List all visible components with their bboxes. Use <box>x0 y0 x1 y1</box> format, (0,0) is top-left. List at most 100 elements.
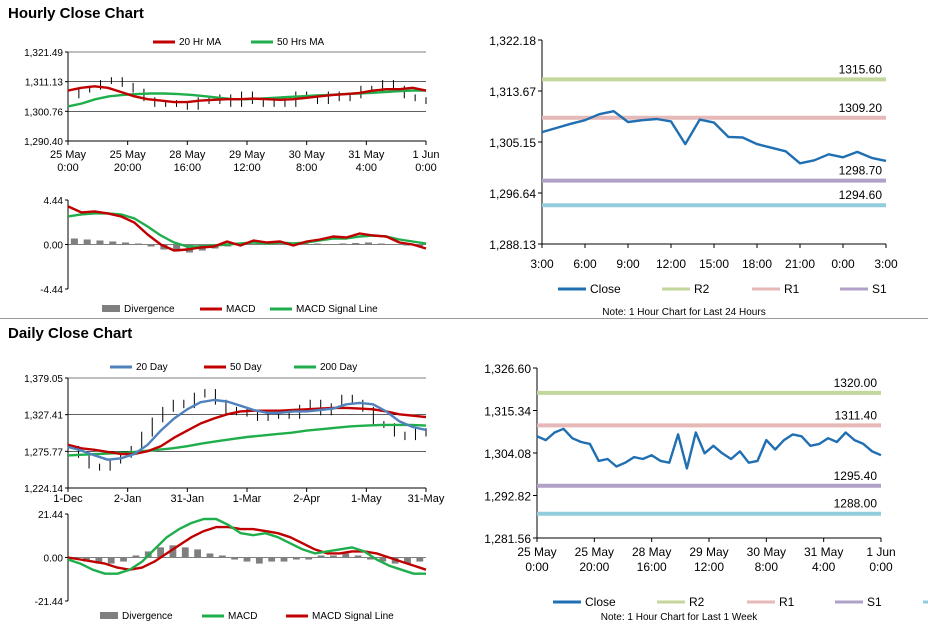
hourly-price-x-tick-label: 16:00 <box>174 162 202 174</box>
daily-macd-divergence-bar <box>404 557 411 564</box>
daily-close-level-r2-label: 1320.00 <box>834 376 878 390</box>
daily-price-x-tick-label: 1-Dec <box>53 493 83 505</box>
daily-macd-divergence-bar <box>367 557 374 560</box>
hourly-close-note: Note: 1 Hour Chart for Last 24 Hours <box>602 307 765 318</box>
daily-price-x-tick-label: 1-Mar <box>233 493 262 505</box>
daily-close-x-tick-label: 30 May <box>747 545 786 559</box>
daily-macd-divergence-bar <box>95 557 103 564</box>
daily-macd-divergence-bar <box>379 557 387 562</box>
hourly-macd-line <box>67 205 427 252</box>
daily-close-note: Note: 1 Hour Chart for Last 1 Week <box>601 612 759 623</box>
hourly-macd-y-tick-label: 0.00 <box>44 241 64 252</box>
hourly-macd-legend-label: Divergence <box>124 304 175 315</box>
hourly-macd-divergence-bar <box>83 239 91 245</box>
daily-close-y-tick-label: 1,304.08 <box>484 447 531 461</box>
daily-macd-divergence-bar <box>157 547 164 558</box>
hourly-price-x-tick-label: 31 May <box>348 149 385 161</box>
daily-macd-legend-swatch <box>100 612 118 619</box>
hourly-macd-divergence-bar <box>249 243 257 245</box>
daily-close-x-tick-label: 4:00 <box>812 560 836 574</box>
daily-200day-line <box>67 423 427 457</box>
daily-price-y-tick-label: 1,327.41 <box>24 411 63 422</box>
hourly-price-y-tick-label: 1,300.76 <box>24 107 63 118</box>
hourly-close-legend-label: Close <box>590 282 621 296</box>
daily-macd-legend-label: Divergence <box>122 611 173 622</box>
hourly-close-y-tick-label: 1,322.18 <box>489 34 536 48</box>
hourly-close-level-s2-label: 1294.60 <box>839 188 883 202</box>
hourly-macd-divergence-bar <box>122 242 130 245</box>
daily-price-x-tick-label: 31-Jan <box>171 493 205 505</box>
daily-price-legend-label: 50 Day <box>230 362 262 373</box>
daily-macd-divergence-bar <box>107 557 115 564</box>
hourly-price-legend-label: 50 Hrs MA <box>277 37 325 48</box>
daily-macd-divergence-bar <box>317 555 325 558</box>
hourly-price-y-tick-label: 1,290.40 <box>24 137 63 148</box>
hourly-macd-divergence-bar <box>326 244 334 245</box>
daily-close-x-tick-label: 0:00 <box>525 560 549 574</box>
daily-close-x-tick-label: 29 May <box>689 545 728 559</box>
daily-close-x-tick-label: 1 Jun <box>866 545 895 559</box>
daily-20day-line <box>67 398 427 461</box>
hourly-price-x-tick-label: 0:00 <box>415 162 436 174</box>
daily-macd-divergence-bar <box>181 547 189 558</box>
daily-close-y-tick-label: 1,326.60 <box>484 362 531 376</box>
daily-close-y-tick-label: 1,292.82 <box>484 490 531 504</box>
hourly-close-x-tick-label: 3:00 <box>530 257 554 271</box>
daily-close-x-tick-label: 8:00 <box>755 560 779 574</box>
hourly-price-x-tick-label: 25 May <box>50 149 87 161</box>
daily-macd-legend-label: MACD Signal Line <box>312 611 394 622</box>
daily-close-x-tick-label: 16:00 <box>637 560 667 574</box>
daily-macd-divergence-bar <box>194 549 202 558</box>
hourly-close-y-tick-label: 1,288.13 <box>489 238 536 252</box>
hourly-macd-legend-swatch <box>102 305 120 312</box>
hourly-close-x-tick-label: 18:00 <box>742 257 772 271</box>
hourly-close-x-tick-label: 9:00 <box>616 257 640 271</box>
hourly-close-level-s1-label: 1298.70 <box>839 164 883 178</box>
daily-macd-divergence-bar <box>280 557 288 562</box>
daily-50day-line <box>67 406 427 456</box>
daily-close-x-tick-label: 28 May <box>632 545 671 559</box>
hourly-20hr-ma-line <box>67 85 427 104</box>
daily-macd-divergence-bar <box>305 557 313 560</box>
hourly-close-y-tick-label: 1,313.67 <box>489 85 536 99</box>
hourly-macd-divergence-bar <box>339 243 347 245</box>
daily-close-legend-label: S1 <box>867 595 882 609</box>
hourly-price-x-tick-label: 20:00 <box>114 162 142 174</box>
hourly-macd-divergence-bar <box>364 242 372 245</box>
hourly-price-legend-label: 20 Hr MA <box>179 37 222 48</box>
hourly-macd-divergence-bar <box>403 244 411 246</box>
hourly-price-x-tick-label: 4:00 <box>356 162 377 174</box>
daily-macd-divergence-bar <box>169 545 177 558</box>
section-divider <box>0 318 928 319</box>
daily-macd-divergence-bar <box>342 553 350 558</box>
hourly-close-y-tick-label: 1,305.15 <box>489 136 536 150</box>
hourly-price-y-tick-label: 1,311.13 <box>25 78 64 89</box>
hourly-price-y-tick-label: 1,321.49 <box>24 48 63 59</box>
hourly-close-x-tick-label: 0:00 <box>831 257 855 271</box>
hourly-macd-divergence-bar <box>70 238 78 245</box>
hourly-price-x-tick-label: 0:00 <box>57 162 78 174</box>
daily-price-y-tick-label: 1,224.14 <box>24 484 63 495</box>
hourly-close-legend-label: R2 <box>694 282 710 296</box>
daily-close-level-s1-label: 1295.40 <box>834 469 878 483</box>
daily-price-x-tick-label: 1-May <box>351 493 382 505</box>
hourly-close-y-tick-label: 1,296.64 <box>489 187 536 201</box>
hourly-chart-title: Hourly Close Chart <box>8 5 144 22</box>
hourly-macd-divergence-bar <box>173 244 181 252</box>
hourly-macd-divergence-bar <box>147 244 155 247</box>
daily-price-y-tick-label: 1,275.77 <box>24 447 63 458</box>
hourly-close-x-tick-label: 21:00 <box>785 257 815 271</box>
daily-macd-divergence-bar <box>292 557 300 560</box>
daily-price-y-tick-label: 1,379.05 <box>24 374 63 385</box>
daily-close-x-tick-label: 12:00 <box>694 560 724 574</box>
hourly-close-x-tick-label: 6:00 <box>573 257 597 271</box>
hourly-macd-divergence-bar <box>275 244 283 246</box>
daily-close-close-line <box>536 427 882 470</box>
hourly-price-x-tick-label: 1 Jun <box>413 149 440 161</box>
daily-macd-y-tick-label: 21.44 <box>38 510 63 521</box>
daily-macd-divergence-bar <box>255 557 263 564</box>
hourly-close-legend-label: S1 <box>872 282 887 296</box>
daily-macd-divergence-bar <box>132 555 140 558</box>
hourly-macd-divergence-bar <box>96 240 104 245</box>
